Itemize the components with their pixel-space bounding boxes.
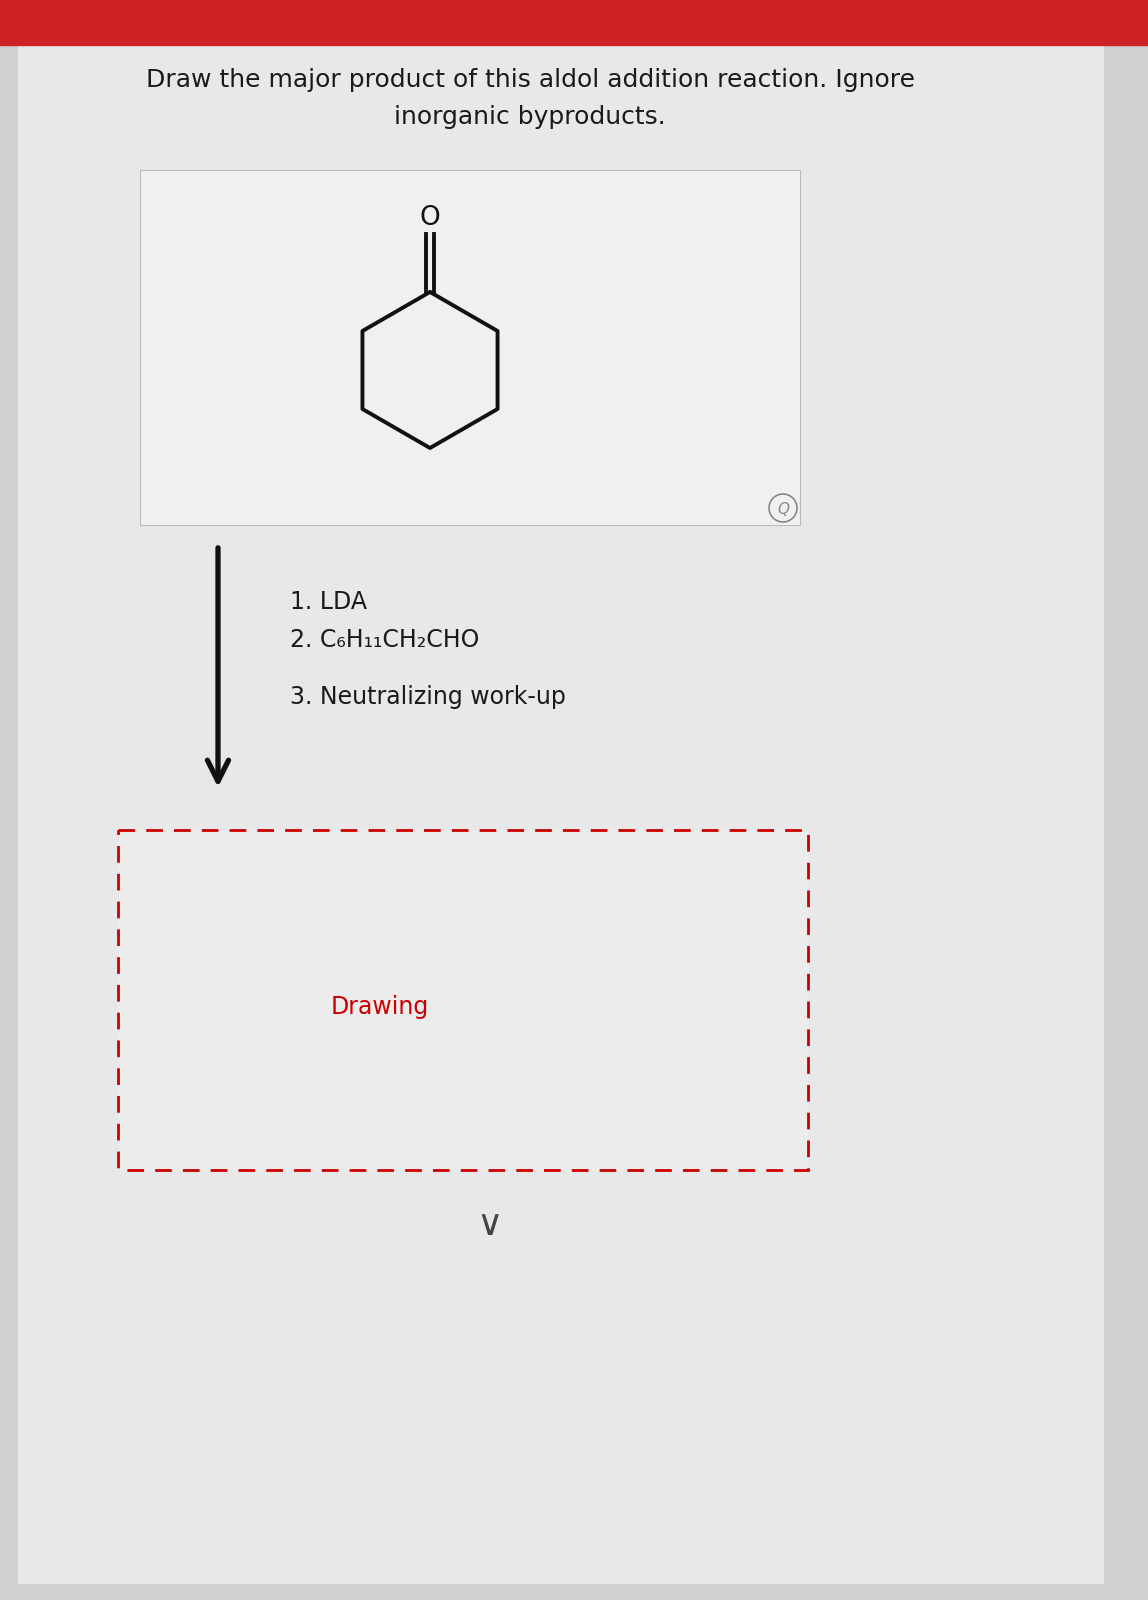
- Text: O: O: [420, 205, 441, 230]
- Text: inorganic byproducts.: inorganic byproducts.: [394, 106, 666, 130]
- FancyBboxPatch shape: [140, 170, 800, 525]
- Text: 2. C₆H₁₁CH₂CHO: 2. C₆H₁₁CH₂CHO: [290, 627, 480, 653]
- Text: Drawing: Drawing: [331, 995, 429, 1019]
- FancyBboxPatch shape: [118, 830, 808, 1170]
- Text: Q: Q: [777, 501, 789, 517]
- Text: Draw the major product of this aldol addition reaction. Ignore: Draw the major product of this aldol add…: [146, 67, 915, 91]
- Bar: [0, 0, 1148, 45]
- Text: 3. Neutralizing work-up: 3. Neutralizing work-up: [290, 685, 566, 709]
- Text: ∨: ∨: [476, 1208, 503, 1242]
- Text: 1. LDA: 1. LDA: [290, 590, 367, 614]
